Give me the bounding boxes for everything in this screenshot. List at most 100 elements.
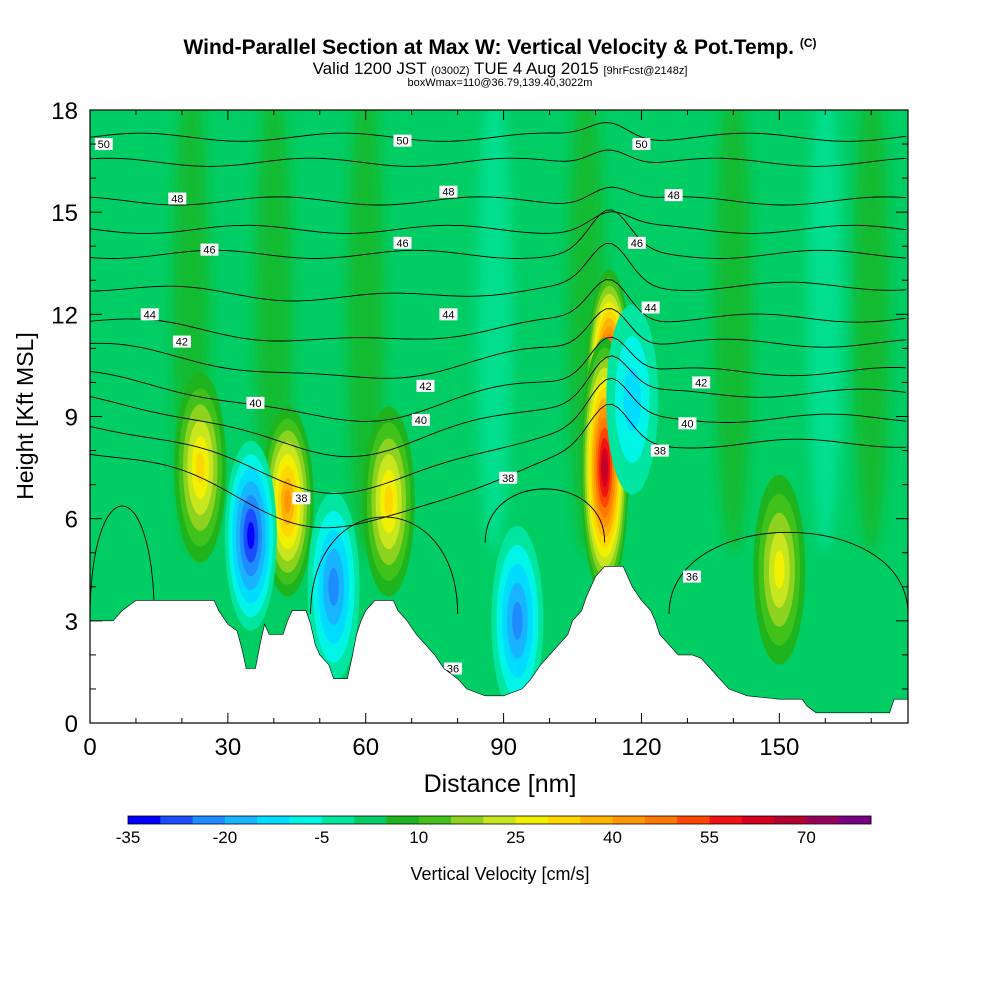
isentrope-line	[484, 488, 606, 543]
isentrope-label: 48	[439, 185, 458, 199]
velocity-band	[715, 110, 752, 555]
velocity-core	[284, 489, 291, 514]
isentrope-label-text: 50	[98, 139, 110, 151]
subtitle-valid: Valid 1200 JST	[312, 59, 427, 78]
x-tick-label: 60	[352, 734, 379, 761]
isentrope-line	[310, 516, 459, 615]
isentrope-label-text: 48	[171, 194, 183, 206]
colorbar-swatch	[547, 816, 581, 824]
isentrope-label: 38	[650, 444, 669, 458]
isentrope-label: 46	[627, 236, 646, 250]
colorbar-swatch	[806, 816, 840, 824]
colorbar: -35 -20 -5 10 25 40 55 70	[116, 815, 872, 847]
colorbar-swatch	[321, 816, 355, 824]
isentrope-line	[90, 403, 907, 529]
y-tick-label: 3	[65, 609, 78, 636]
isentrope-label-box	[664, 189, 683, 202]
chart-subtitle: Valid 1200 JST (0300Z) TUE 4 Aug 2015 [9…	[0, 59, 1000, 79]
colorbar-tick-label: 10	[409, 828, 428, 847]
velocity-core	[602, 457, 607, 478]
isentrope-label-text: 46	[203, 245, 215, 257]
isentrope-label-box	[393, 236, 412, 249]
isentrope-line	[90, 242, 907, 302]
isentrope-label: 42	[692, 376, 711, 389]
isentrope-label-box	[172, 335, 191, 348]
title-mark: (C)	[799, 36, 817, 50]
isentrope-label-box	[411, 413, 430, 426]
velocity-core	[328, 567, 339, 606]
colorbar-swatch	[515, 816, 549, 824]
isentrope-label: 38	[499, 471, 518, 485]
isentrope-label: 40	[411, 413, 430, 427]
isentrope-line	[90, 211, 907, 234]
colorbar-tick-label: 70	[797, 828, 816, 847]
isentrope-label-text: 38	[295, 493, 307, 505]
isentropes	[90, 122, 908, 621]
isentrope-label: 46	[200, 243, 219, 257]
isentrope-label: 42	[172, 335, 191, 349]
velocity-core	[384, 485, 394, 518]
isentrope-line	[90, 308, 907, 379]
isentrope-label-text: 44	[645, 303, 657, 315]
terrain	[90, 566, 908, 723]
colorbar-swatch	[224, 816, 258, 824]
isentrope-labels: 50 50 50 48 48 48 46 46 46 44 44 44 42 42 42 40 40 40 38 38…	[94, 134, 711, 676]
colorbar-swatch	[741, 816, 775, 824]
colorbar-swatch	[644, 816, 678, 824]
x-tick-label: 90	[490, 734, 517, 761]
colorbar-swatch	[386, 816, 420, 824]
subtitle-utc: (0300Z)	[431, 65, 470, 77]
isentrope-line	[90, 336, 907, 422]
isentrope-label-box	[168, 192, 187, 205]
isentrope-label-box	[292, 492, 311, 505]
terrain-outline	[90, 566, 908, 723]
colorbar-swatch	[418, 816, 452, 824]
isentrope-label: 42	[416, 379, 435, 393]
isentrope-label-box	[416, 379, 435, 392]
colorbar-swatch	[838, 816, 872, 824]
velocity-core	[195, 451, 205, 484]
isentrope-label-text: 48	[442, 187, 454, 199]
plot-area: 50 50 50 48 48 48 46 46 46 44 44 44 42 42 42 40 40 40 38 38…	[90, 110, 908, 723]
colorbar-swatch	[483, 816, 517, 824]
isentrope-label-box	[444, 662, 463, 675]
y-tick-label: 12	[51, 302, 78, 329]
isentrope-label-text: 50	[635, 139, 647, 151]
isentrope-label: 50	[94, 138, 113, 151]
x-tick-label: 120	[621, 734, 661, 761]
isentrope-label-box	[439, 308, 458, 321]
y-tick-label: 9	[65, 405, 78, 432]
isentrope-label-box	[439, 185, 458, 198]
colorbar-swatch	[354, 816, 387, 824]
velocity-field	[173, 110, 890, 716]
colorbar-tick-label: -5	[314, 828, 329, 847]
chart-subtitle-2: boxWmax=110@36.79,139.40,3022m	[407, 77, 593, 89]
colorbar-frame	[127, 815, 872, 825]
x-tick-label: 0	[83, 734, 96, 761]
colorbar-tick-label: 40	[603, 828, 622, 847]
isentrope-label-text: 44	[144, 309, 156, 321]
isentrope-line	[668, 531, 908, 615]
isentrope-label-text: 40	[249, 398, 261, 410]
isentrope-label-box	[200, 243, 219, 256]
colorbar-tick-label: -35	[116, 828, 141, 847]
isentrope-line	[90, 122, 907, 142]
isentrope-label-text: 48	[668, 190, 680, 202]
isentrope-label-box	[246, 396, 265, 409]
isentrope-label-text: 42	[695, 377, 707, 389]
isentrope-line	[90, 209, 907, 259]
x-tick-label: 30	[215, 734, 242, 761]
colorbar-tick-label: 25	[506, 828, 525, 847]
isentrope-label-box	[499, 471, 518, 484]
y-tick-label: 18	[51, 98, 78, 125]
colorbar-swatch	[128, 816, 161, 824]
colorbar-swatch	[160, 816, 193, 824]
x-tick-label: 150	[759, 734, 799, 761]
colorbar-swatch	[612, 816, 646, 824]
isentrope-label-box	[678, 417, 697, 430]
isentrope-label-box	[650, 444, 669, 457]
isentrope-label-box	[641, 301, 660, 314]
velocity-core	[774, 550, 785, 589]
